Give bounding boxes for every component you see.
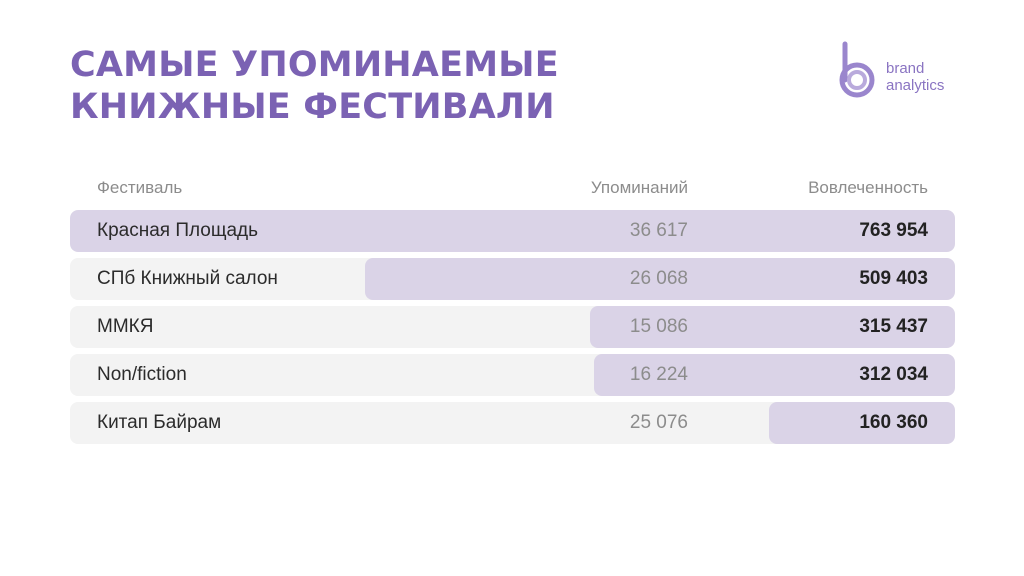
table-row: Красная Площадь 36 617 763 954 <box>70 210 955 252</box>
festival-name: СПб Книжный салон <box>97 268 278 289</box>
brand-logo: brand analytics <box>836 40 966 102</box>
mentions-value: 15 086 <box>629 316 688 337</box>
column-header-mentions: Упоминаний <box>590 178 688 197</box>
engagement-bar <box>769 402 955 444</box>
column-header-engagement: Вовлеченность <box>808 178 928 197</box>
festivals-table: Фестиваль Упоминаний Вовлеченность Красн… <box>70 172 955 450</box>
festival-name: Красная Площадь <box>97 220 259 241</box>
table-body: Красная Площадь 36 617 763 954 СПб Книжный … <box>70 210 955 444</box>
mentions-value: 26 068 <box>629 268 688 289</box>
engagement-bar <box>590 306 955 348</box>
engagement-value: 312 034 <box>859 364 928 385</box>
festival-name: Non/fiction <box>97 364 187 385</box>
engagement-bar <box>594 354 955 396</box>
mentions-value: 25 076 <box>629 412 688 433</box>
table-row: ММКЯ 15 086 315 437 <box>70 306 955 348</box>
engagement-value: 763 954 <box>859 220 928 241</box>
column-header-festival: Фестиваль <box>97 178 183 197</box>
table-row: СПб Книжный салон 26 068 509 403 <box>70 258 955 300</box>
engagement-value: 160 360 <box>859 412 928 433</box>
mentions-value: 16 224 <box>629 364 688 385</box>
engagement-value: 315 437 <box>859 316 928 337</box>
engagement-bar <box>70 210 955 252</box>
festival-name: Китап Байрам <box>97 412 222 433</box>
table-row: Non/fiction 16 224 312 034 <box>70 354 955 396</box>
logo-text-analytics: analytics <box>886 77 945 94</box>
festival-name: ММКЯ <box>97 316 154 337</box>
engagement-bar <box>365 258 955 300</box>
table-header: Фестиваль Упоминаний Вовлеченность <box>70 172 955 210</box>
logo-text-brand: brand <box>886 60 925 77</box>
engagement-value: 509 403 <box>859 268 928 289</box>
mentions-value: 36 617 <box>629 220 688 241</box>
brand-analytics-logo-icon <box>839 41 875 98</box>
table-row: Китап Байрам 25 076 160 360 <box>70 402 955 444</box>
page-title: Самые упоминаемые книжные фестивали <box>70 45 559 127</box>
